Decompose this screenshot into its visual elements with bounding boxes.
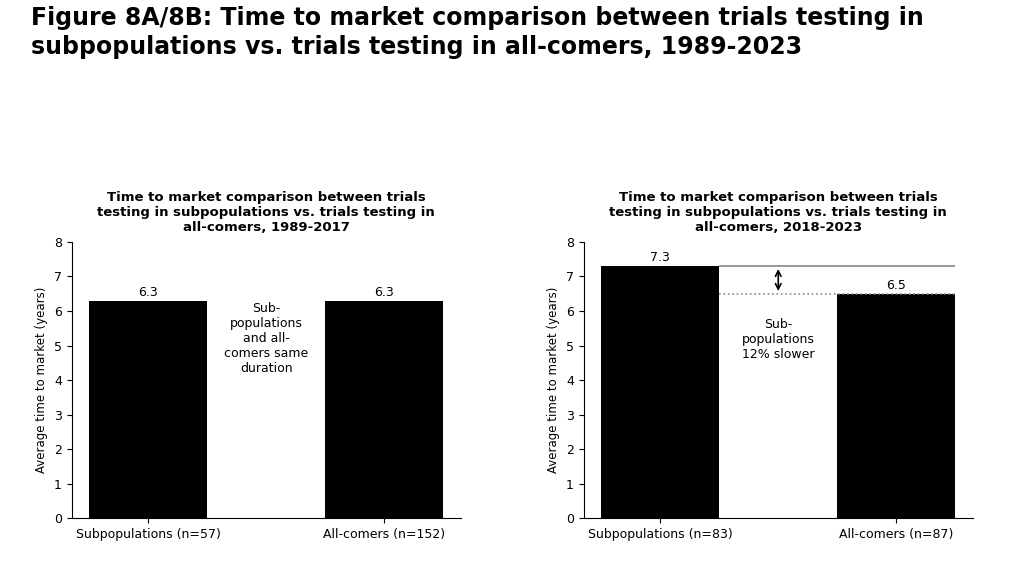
Bar bbox=[326, 301, 443, 518]
Bar bbox=[838, 294, 955, 518]
Title: Time to market comparison between trials
testing in subpopulations vs. trials te: Time to market comparison between trials… bbox=[609, 191, 947, 234]
Y-axis label: Average time to market (years): Average time to market (years) bbox=[36, 287, 48, 473]
Text: 6.3: 6.3 bbox=[138, 286, 158, 298]
Text: Sub-
populations
12% slower: Sub- populations 12% slower bbox=[741, 318, 815, 361]
Bar bbox=[601, 266, 719, 518]
Text: 7.3: 7.3 bbox=[650, 251, 671, 264]
Text: 6.3: 6.3 bbox=[375, 286, 394, 298]
Y-axis label: Average time to market (years): Average time to market (years) bbox=[548, 287, 560, 473]
Text: 6.5: 6.5 bbox=[886, 279, 906, 291]
Title: Time to market comparison between trials
testing in subpopulations vs. trials te: Time to market comparison between trials… bbox=[97, 191, 435, 234]
Bar bbox=[89, 301, 207, 518]
Text: Figure 8A/8B: Time to market comparison between trials testing in
subpopulations: Figure 8A/8B: Time to market comparison … bbox=[31, 6, 924, 59]
Text: Sub-
populations
and all-
comers same
duration: Sub- populations and all- comers same du… bbox=[224, 302, 308, 375]
